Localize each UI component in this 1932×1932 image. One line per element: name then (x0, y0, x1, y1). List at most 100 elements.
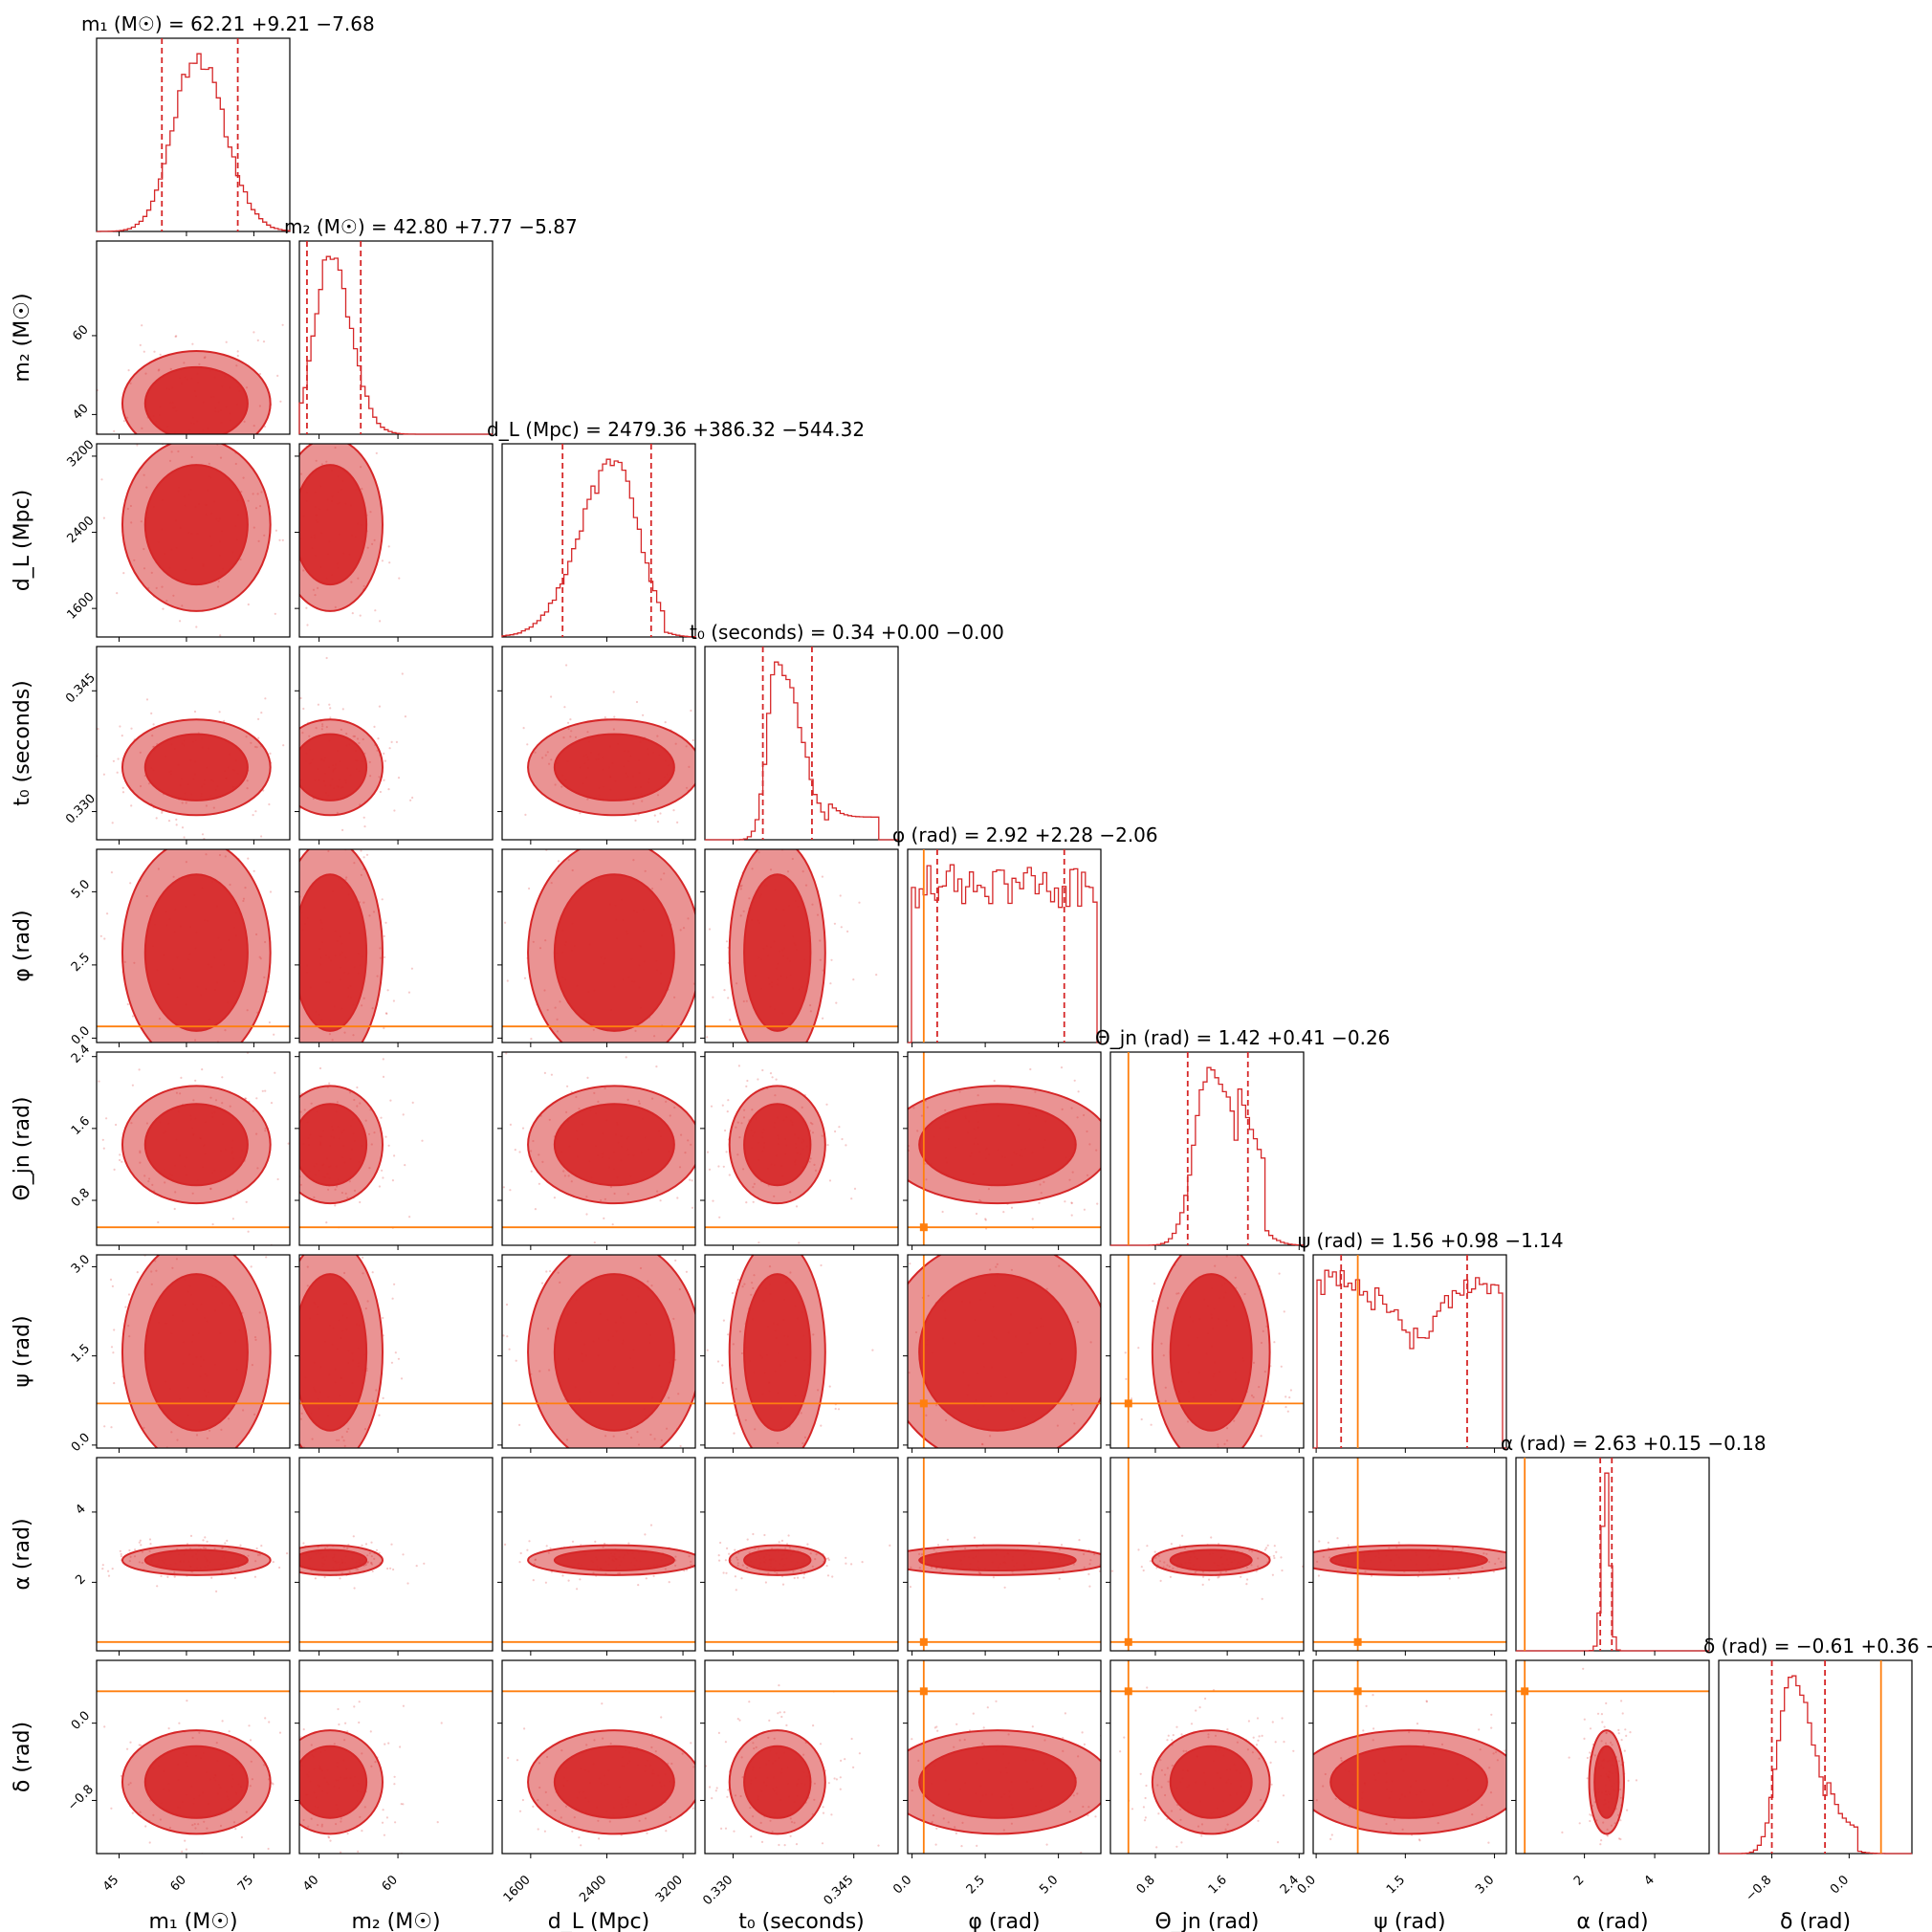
scatter-point (1539, 1833, 1541, 1834)
scatter-point (1617, 1837, 1621, 1840)
scatter-point (1137, 1385, 1139, 1387)
scatter-point (188, 1471, 190, 1473)
scatter-point (1548, 1761, 1549, 1763)
scatter-point (1271, 1721, 1274, 1723)
scatter-point (1073, 1079, 1076, 1082)
scatter-point (845, 1562, 847, 1565)
scatter-point (359, 1454, 361, 1456)
scatter-point (105, 1117, 108, 1120)
scatter-point (900, 1206, 902, 1208)
scatter-point (1238, 1481, 1240, 1482)
scatter-point (339, 1577, 341, 1580)
scatter-point (185, 1058, 187, 1060)
scatter-point (139, 343, 142, 346)
scatter-point (736, 1718, 739, 1721)
scatter-point (296, 926, 297, 928)
hist-frame-theta (1109, 1051, 1305, 1246)
scatter-point (1548, 1866, 1549, 1868)
panel-frame (298, 1254, 494, 1449)
scatter-point (205, 1487, 207, 1489)
scatter-point (385, 1816, 388, 1819)
scatter-point (993, 1080, 996, 1083)
scatter-point (284, 1005, 286, 1007)
scatter-phi-delta (907, 1659, 1102, 1855)
scatter-point (1119, 1570, 1121, 1572)
scatter-point (85, 1835, 87, 1837)
scatter-point (1032, 1476, 1034, 1478)
histogram-t0: t₀ (seconds) = 0.34 +0.00 −0.00 (690, 621, 1004, 841)
scatter-point (585, 1213, 588, 1216)
scatter-point (767, 1084, 769, 1086)
scatter-point (196, 844, 198, 845)
scatter-point (821, 1842, 824, 1845)
scatter-point (145, 698, 149, 701)
scatter-point (1118, 1543, 1120, 1545)
scatter-point (1549, 1752, 1551, 1754)
scatter-point (653, 1876, 655, 1877)
scatter-point (280, 1560, 282, 1562)
scatter-point (260, 835, 263, 838)
scatter-point (1266, 1400, 1269, 1403)
injection-marker (1124, 1687, 1132, 1696)
scatter-point (604, 716, 606, 719)
scatter-point (1556, 1574, 1558, 1576)
panel-frame (96, 1254, 291, 1449)
contour-inner (1593, 1745, 1620, 1819)
scatter-point (210, 1532, 212, 1534)
scatter-point (1261, 1734, 1263, 1737)
scatter-point (138, 1541, 141, 1544)
scatter-point (571, 1540, 575, 1543)
scatter-point (1143, 1574, 1145, 1576)
hist-line-delta (1719, 1675, 1912, 1855)
hist-title-alpha: α (rad) = 2.63 +0.15 −0.18 (1501, 1432, 1767, 1455)
scatter-point (1226, 1728, 1229, 1731)
scatter-point (532, 1805, 535, 1808)
scatter-point (373, 803, 375, 805)
scatter-point (707, 1810, 709, 1811)
scatter-point (131, 1084, 134, 1087)
scatter-point (1583, 1737, 1586, 1740)
scatter-point (746, 1504, 748, 1505)
scatter-point (204, 1251, 206, 1253)
scatter-point (579, 1578, 582, 1581)
scatter-point (310, 1459, 312, 1460)
panel-frame (501, 848, 696, 1043)
scatter-point (833, 922, 837, 925)
scatter-point (695, 986, 697, 988)
scatter-point (291, 1070, 293, 1072)
scatter-point (1582, 1667, 1585, 1670)
scatter-point (876, 1103, 878, 1105)
scatter-point (736, 1278, 740, 1282)
scatter-point (383, 1477, 384, 1479)
scatter-point (859, 1558, 861, 1560)
scatter-point (771, 1065, 773, 1066)
scatter-point (402, 1553, 405, 1556)
scatter-point (183, 836, 186, 839)
scatter-point (388, 561, 391, 564)
scatter-point (779, 1045, 780, 1047)
scatter-point (287, 1339, 289, 1341)
scatter-point (726, 1795, 729, 1798)
scatter-point (1212, 1856, 1214, 1858)
scatter-point (404, 715, 406, 718)
scatter-point (1599, 1843, 1602, 1846)
scatter-point (97, 728, 99, 731)
scatter-point (1114, 1417, 1116, 1419)
panel-frame (1312, 1457, 1507, 1652)
scatter-point (514, 1149, 516, 1152)
contour-inner (918, 1548, 1077, 1572)
scatter-point (1490, 1726, 1493, 1729)
scatter-point (718, 1559, 721, 1562)
scatter-point (664, 721, 667, 724)
hist-line-t0 (705, 661, 898, 841)
scatter-point (1614, 1872, 1616, 1874)
scatter-point (500, 1721, 502, 1723)
scatter-point (236, 354, 239, 358)
scatter-point (738, 768, 740, 770)
scatter-point (253, 846, 255, 848)
scatter-point (721, 1173, 723, 1175)
hist-frame-m2 (298, 240, 494, 435)
scatter-point (1119, 1577, 1121, 1579)
contour-inner (743, 873, 812, 1032)
scatter-point (404, 1164, 406, 1167)
